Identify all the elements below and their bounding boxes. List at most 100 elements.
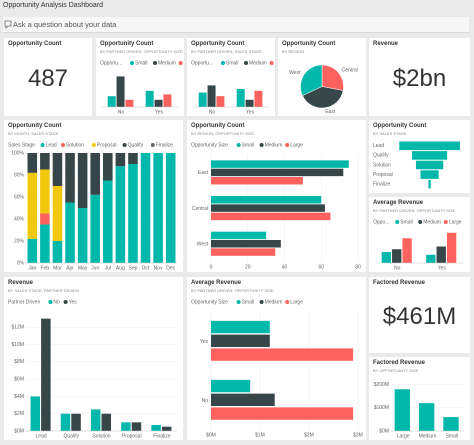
legend-label: Large <box>290 299 303 305</box>
legend-swatch <box>48 300 53 304</box>
legend-label: Small <box>226 60 239 66</box>
y-tick-label: $6M <box>14 376 24 382</box>
legend-label: Lead <box>46 142 57 148</box>
legend-swatch <box>150 143 155 147</box>
x-tick-label: $2M <box>304 432 314 438</box>
card-value: 487 <box>27 65 69 92</box>
bar-segment <box>103 180 113 263</box>
bar <box>101 413 112 431</box>
bar-segment <box>90 194 100 263</box>
tile-title: Average Revenue <box>373 200 424 206</box>
bar <box>236 89 245 107</box>
x-tick-label: Jan <box>28 265 36 271</box>
bar-segment <box>40 224 50 263</box>
category-label: Proposal <box>373 172 393 178</box>
x-tick-label: No <box>209 109 216 115</box>
bar <box>207 85 216 107</box>
tile-title: Revenue <box>373 41 399 47</box>
pie-slice <box>302 86 344 109</box>
legend-swatch <box>269 61 274 65</box>
x-tick-label: Proposal <box>122 433 142 439</box>
bar <box>254 90 263 107</box>
qna-icon <box>4 20 12 29</box>
legend-swatch <box>236 143 241 147</box>
tile: Average Revenue BY PARTNER DRIVEN, OPPORT… <box>369 197 470 272</box>
bar <box>211 393 275 407</box>
legend-swatch <box>259 300 264 304</box>
tile-subtitle: BY SALES STAGE, PARTNER DRIVEN <box>8 288 79 293</box>
bar <box>116 76 125 107</box>
bar-segment <box>65 153 75 203</box>
x-tick-label: Yes <box>155 109 164 115</box>
bar <box>41 318 51 431</box>
qna-box[interactable]: Ask a question about your data <box>3 17 469 33</box>
bar-segment <box>40 169 50 214</box>
tile-title: Opportunity Count <box>373 123 427 129</box>
card-value: $461M <box>382 303 457 330</box>
bar-segment <box>52 186 63 241</box>
legend-title: Opportunity Size <box>191 142 228 148</box>
legend-swatch <box>91 143 96 147</box>
legend-swatch <box>395 220 400 224</box>
legend-label: Qualify <box>128 142 144 148</box>
x-tick-label: Solution <box>92 433 110 439</box>
x-tick-label: Large <box>397 433 410 439</box>
tile-title: Revenue <box>8 280 34 286</box>
bar <box>211 334 270 348</box>
bar <box>30 396 41 431</box>
x-tick-label: $0M <box>206 432 216 438</box>
legend-label: Small <box>400 219 413 225</box>
category-label: Lead <box>373 143 384 149</box>
bar-segment <box>40 213 50 225</box>
legend-label: Large <box>449 219 462 225</box>
legend-label: Small <box>242 299 255 305</box>
bar-segment <box>27 153 38 173</box>
legend-label: Small <box>242 142 255 148</box>
tile-title: Opportunity Count <box>8 123 62 129</box>
tile-subtitle: BY PARTNER DRIVEN, OPPORTUNITY SIZE <box>100 49 183 54</box>
slice-label: West <box>289 70 301 76</box>
legend-swatch <box>285 143 290 147</box>
legend-swatch <box>40 143 45 147</box>
bar-segment <box>77 208 88 263</box>
bar <box>211 168 344 177</box>
pie-slice <box>300 64 323 96</box>
legend-swatch <box>236 300 241 304</box>
y-tick-label: 100% <box>11 150 24 156</box>
y-tick-label: No <box>202 398 209 404</box>
bar <box>211 176 303 185</box>
bar-segment <box>52 241 63 263</box>
legend-swatch <box>61 143 65 147</box>
bar <box>211 160 349 168</box>
chart: Partner Driven No Yes $0M $2M $4M $6M $8M $10M $1… <box>8 299 177 439</box>
legend-swatch <box>122 143 127 147</box>
x-tick-label: Aug <box>116 265 125 271</box>
funnel-bar <box>412 151 448 160</box>
y-tick-label: 20% <box>14 238 25 244</box>
category-label: Qualify <box>373 153 389 159</box>
legend-label: Medium <box>265 142 283 148</box>
legend-swatch <box>221 61 225 65</box>
tile-title: Factored Revenue <box>373 360 426 366</box>
legend-label: Small <box>135 60 148 66</box>
slice-label: Central <box>342 68 358 74</box>
x-tick-label: Finalize <box>153 433 170 439</box>
x-tick-label: 80 <box>355 264 361 270</box>
legend-label: Yes <box>69 299 78 305</box>
chart: Opportunity Size Small Medium Large 0 20 40 60 8… <box>191 142 361 270</box>
tile-subtitle: BY OPPORTUNITY SIZE <box>373 368 419 373</box>
bar <box>163 94 172 107</box>
tile-title: Opportunity Count <box>282 41 336 47</box>
legend-swatch <box>63 300 68 304</box>
legend-swatch <box>153 61 157 65</box>
legend-label: Medium <box>158 60 176 66</box>
legend-title: Opportu... <box>191 60 213 66</box>
legend-label: Medium <box>423 219 441 225</box>
bar-segment <box>27 238 38 263</box>
legend-title: Opportunity Size <box>191 299 228 305</box>
tile: Opportunity Count BY MONTH, SALES STAGE Sa… <box>4 120 183 272</box>
y-tick-label: 0% <box>17 260 25 266</box>
x-tick-label: Mar <box>53 265 62 271</box>
legend-label: Large <box>290 142 303 148</box>
